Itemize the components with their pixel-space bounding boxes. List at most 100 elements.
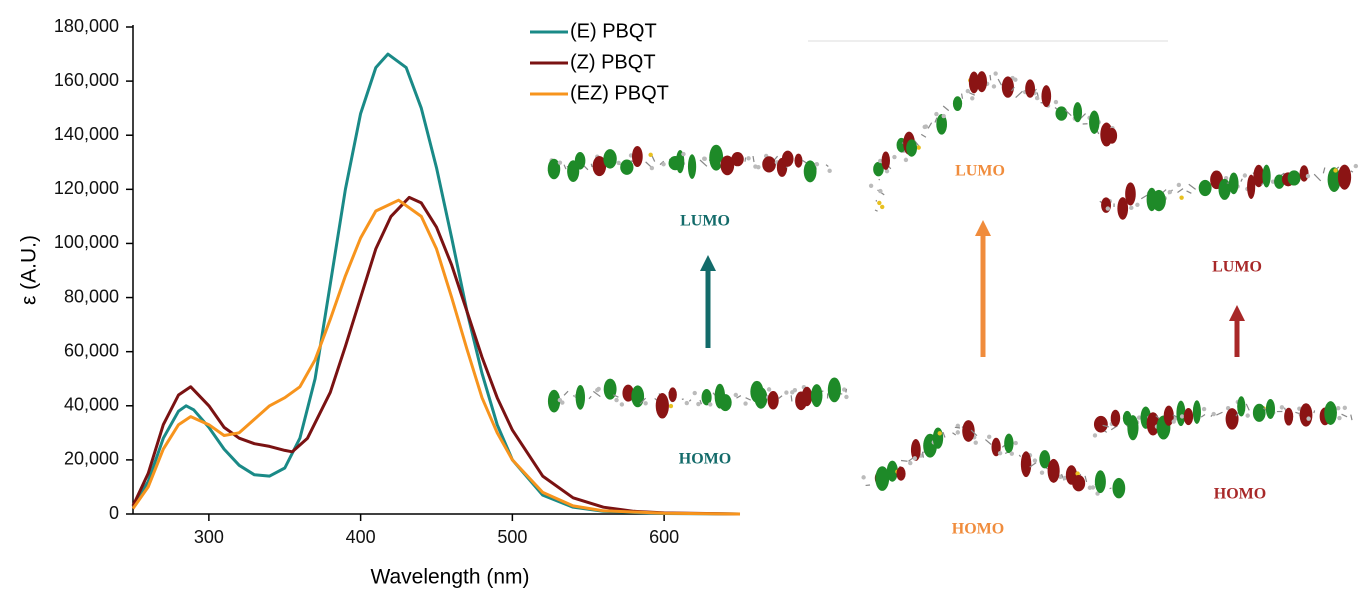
bond <box>1313 173 1322 182</box>
orbital-lobe <box>620 159 634 175</box>
atom <box>941 113 946 119</box>
atom <box>1211 411 1216 417</box>
orbital-lobe <box>906 139 918 157</box>
atom <box>993 71 998 76</box>
bond <box>563 390 569 396</box>
orbital-lobe <box>701 388 712 406</box>
orbital-lobe <box>592 155 607 177</box>
orbital-lobe <box>1299 403 1313 427</box>
orbital-lobe <box>547 389 561 413</box>
orbital-lobe <box>1176 400 1186 427</box>
orbital-lobe <box>1265 398 1275 419</box>
y-tick-label: 0 <box>109 503 119 523</box>
molecule <box>547 144 832 183</box>
atom <box>1337 415 1342 421</box>
atom <box>648 152 653 157</box>
legend-label: (Z) PBQT <box>570 51 656 73</box>
orbital-lobe <box>1089 110 1100 134</box>
orbital-lobe <box>1252 403 1266 422</box>
bond <box>699 399 703 405</box>
bond <box>1350 414 1353 421</box>
atom <box>733 392 739 398</box>
atom <box>861 475 866 480</box>
orbital-lobe <box>547 158 561 180</box>
bond <box>1029 462 1037 468</box>
orbital-lobe <box>631 385 645 408</box>
molecule <box>1099 163 1359 220</box>
y-tick-label: 160,000 <box>54 70 119 90</box>
y-tick-label: 20,000 <box>64 449 119 469</box>
orbital-lobe <box>1299 165 1309 182</box>
atom <box>743 401 748 406</box>
orbital-lobe <box>875 466 890 491</box>
bond <box>942 105 950 112</box>
legend-label: (E) PBQT <box>570 20 657 42</box>
atom <box>1167 189 1173 195</box>
orbital-lobe <box>655 393 669 419</box>
orbital-lobe <box>1127 415 1139 441</box>
bond <box>1018 454 1022 458</box>
orbital-label: LUMO <box>680 213 730 230</box>
arrow-head <box>975 220 991 236</box>
bond <box>1313 410 1316 414</box>
bond <box>989 74 992 81</box>
bond <box>1350 170 1354 173</box>
atom <box>684 400 690 406</box>
orbital-lobe <box>968 71 980 94</box>
orbital-lobe <box>873 161 884 177</box>
y-axis-label: ε (A.U.) <box>18 235 41 305</box>
x-tick-label: 600 <box>649 527 679 547</box>
orbital-lobe <box>1192 400 1201 424</box>
atom <box>557 397 563 403</box>
orbital-lobe <box>574 152 586 170</box>
atom <box>903 157 909 163</box>
molecule <box>861 420 1126 499</box>
atom <box>880 204 885 210</box>
orbital-lobe <box>1117 197 1129 220</box>
atom <box>649 165 655 171</box>
orbital-lobe <box>1020 451 1032 478</box>
atom <box>970 96 975 101</box>
atom <box>934 111 939 117</box>
orbital-label: HOMO <box>952 521 1004 538</box>
atom <box>1179 414 1185 419</box>
bond <box>900 459 908 462</box>
orbital-lobe <box>1004 433 1014 454</box>
orbital-lobe <box>1324 401 1337 425</box>
orbital-lobe <box>1163 405 1174 426</box>
bond <box>1188 183 1196 190</box>
orbital-lobe <box>1112 477 1126 499</box>
bond <box>954 426 961 429</box>
orbital-label: LUMO <box>1212 259 1262 276</box>
atom <box>827 168 832 174</box>
orbital-lobe <box>794 153 803 168</box>
bond <box>934 117 938 123</box>
orbital-lobe <box>1101 197 1112 213</box>
y-tick-label: 80,000 <box>64 286 119 306</box>
bond <box>1216 411 1223 416</box>
bond <box>1322 167 1326 174</box>
atom <box>912 456 918 461</box>
atom <box>922 124 927 130</box>
atom <box>1336 405 1341 411</box>
bond <box>874 209 878 212</box>
atom <box>965 88 971 94</box>
orbital-lobe <box>754 387 768 409</box>
atom <box>937 431 942 436</box>
orbital-lobe <box>1073 102 1083 123</box>
atom <box>1171 419 1176 424</box>
orbital-lobe <box>976 71 988 93</box>
atom <box>973 440 978 445</box>
atom <box>1342 405 1348 411</box>
legend-label: (EZ) PBQT <box>570 82 669 104</box>
arrow-head <box>700 255 716 271</box>
orbital-lobe <box>1262 164 1271 188</box>
atom <box>702 156 707 162</box>
orbital-lobe <box>936 114 948 135</box>
orbital-lobe <box>1106 127 1118 144</box>
orbital-lobe <box>1228 172 1239 195</box>
bond <box>921 451 924 458</box>
bond <box>927 122 933 129</box>
atom <box>892 154 897 160</box>
atom <box>661 162 666 167</box>
